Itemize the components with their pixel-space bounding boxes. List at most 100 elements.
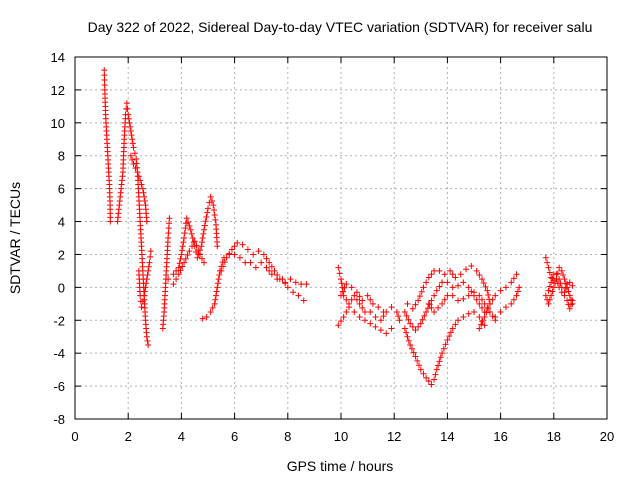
data-point	[441, 271, 448, 278]
data-point	[252, 264, 259, 271]
data-point	[561, 276, 568, 283]
data-point	[268, 263, 275, 270]
data-point	[548, 279, 555, 286]
data-point	[290, 289, 297, 296]
data-point	[353, 296, 360, 303]
data-point	[437, 354, 444, 361]
data-point	[435, 304, 442, 311]
data-point	[173, 276, 180, 283]
data-point	[215, 276, 222, 283]
data-point	[199, 255, 206, 262]
data-point	[478, 296, 485, 303]
data-point	[173, 267, 180, 274]
x-tick-label: 16	[493, 429, 507, 444]
data-point	[431, 292, 438, 299]
data-point	[478, 304, 485, 311]
data-point	[436, 358, 443, 365]
data-point	[433, 287, 440, 294]
y-tick-label: 14	[51, 50, 65, 65]
data-point	[356, 313, 363, 320]
data-point	[359, 304, 366, 311]
data-point	[482, 283, 489, 290]
data-point	[231, 243, 238, 250]
data-point	[199, 239, 206, 246]
data-point	[181, 230, 188, 237]
data-point	[569, 282, 576, 289]
data-point	[403, 312, 410, 319]
y-tick-label: -4	[53, 346, 65, 361]
y-tick-label: 6	[58, 182, 65, 197]
data-point	[546, 296, 553, 303]
data-point	[439, 350, 446, 357]
data-point	[221, 259, 228, 266]
data-point	[455, 297, 462, 304]
data-point	[375, 304, 382, 311]
data-point	[377, 327, 384, 334]
x-tick-label: 4	[178, 429, 185, 444]
data-point	[338, 318, 344, 325]
data-point	[239, 241, 246, 248]
data-point	[441, 296, 448, 303]
data-point	[129, 156, 136, 163]
data-point	[351, 309, 358, 316]
data-point	[212, 296, 219, 303]
data-point	[271, 267, 278, 274]
data-point	[556, 264, 563, 271]
data-point	[565, 288, 572, 295]
data-point	[361, 309, 368, 316]
data-point	[179, 263, 186, 270]
data-point	[213, 288, 220, 295]
x-tick-label: 14	[440, 429, 454, 444]
data-point	[549, 288, 556, 295]
data-point	[421, 312, 428, 319]
data-point	[300, 297, 307, 304]
data-point	[562, 280, 569, 287]
data-point	[231, 251, 238, 258]
data-point	[473, 296, 480, 303]
data-point	[431, 309, 438, 316]
data-point	[127, 123, 134, 130]
data-point	[440, 345, 447, 352]
data-point	[449, 292, 456, 299]
data-point	[549, 275, 556, 282]
data-point	[359, 297, 366, 304]
data-point	[545, 287, 552, 294]
data-point	[181, 235, 188, 241]
data-point	[476, 272, 483, 279]
data-point	[228, 246, 235, 253]
data-point	[178, 251, 185, 258]
data-point	[409, 323, 416, 330]
data-point	[471, 289, 477, 296]
data-point	[545, 300, 552, 307]
data-point	[514, 288, 521, 295]
data-point	[263, 255, 270, 262]
data-point	[489, 313, 496, 320]
data-point	[492, 292, 499, 299]
data-point	[182, 225, 189, 232]
data-point	[476, 325, 483, 332]
data-point	[401, 325, 408, 332]
data-point	[408, 345, 415, 352]
data-point	[468, 262, 475, 269]
data-point	[338, 292, 344, 299]
data-point	[356, 293, 363, 300]
data-point	[209, 304, 216, 311]
data-point	[356, 300, 363, 307]
data-point	[416, 293, 423, 300]
y-tick-label: 8	[58, 149, 65, 164]
data-point	[211, 300, 218, 307]
data-point	[141, 288, 148, 295]
data-point	[210, 207, 217, 214]
data-point	[282, 279, 289, 286]
data-point	[479, 317, 486, 324]
data-point	[420, 370, 427, 377]
data-point	[481, 313, 488, 320]
data-point	[369, 300, 376, 307]
data-point	[186, 222, 193, 229]
data-point	[554, 280, 561, 287]
data-point	[127, 128, 134, 135]
data-point	[207, 309, 214, 316]
data-point	[447, 267, 454, 274]
data-point	[193, 242, 200, 249]
data-point	[489, 296, 496, 303]
